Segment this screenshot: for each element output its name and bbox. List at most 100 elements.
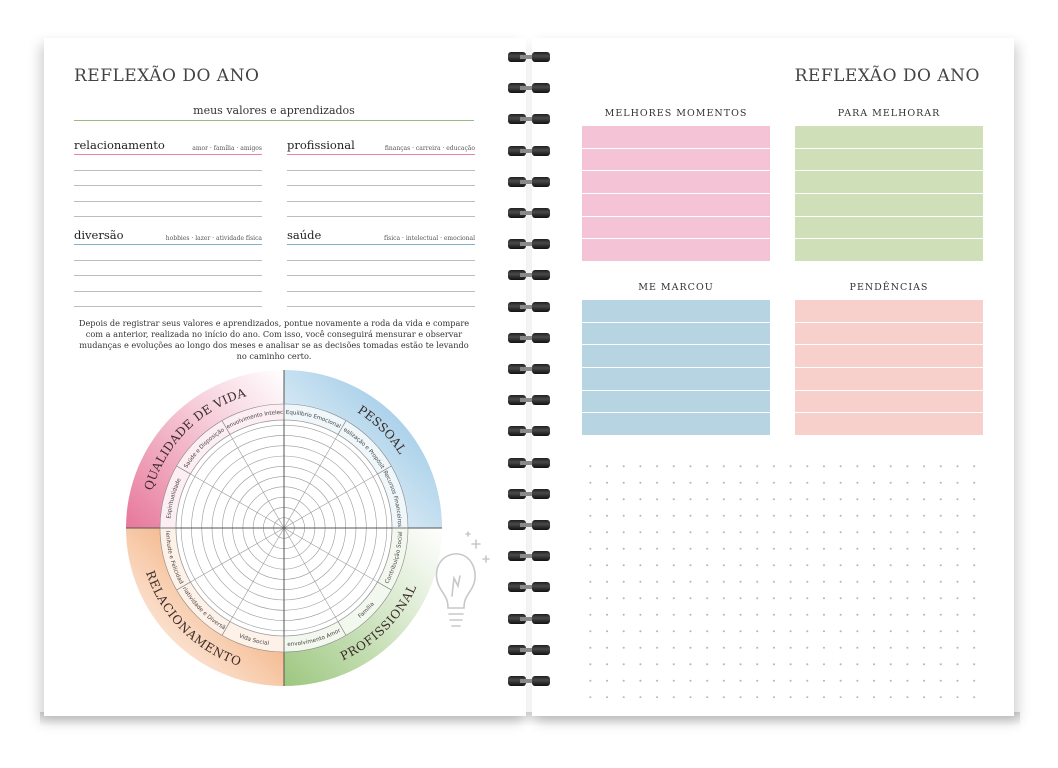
spiral-coil [506, 206, 552, 220]
spiral-coil [506, 612, 552, 626]
wheel-band-edge [159, 403, 409, 653]
block-row[interactable] [582, 239, 770, 262]
block-row[interactable] [795, 368, 983, 391]
block-row[interactable] [582, 300, 770, 323]
spiral-coil [506, 362, 552, 376]
wheel-quadrant-band [284, 528, 442, 686]
spiral-coil [506, 674, 552, 688]
wheel-band-divider [221, 420, 231, 435]
wheel-segment-band [160, 404, 284, 528]
wheel-quadrant-band [126, 528, 284, 686]
instructions-paragraph: Depois de registrar seus valores e apren… [78, 318, 470, 361]
block-label-melhores: MELHORES MOMENTOS [604, 108, 748, 119]
block-row[interactable] [795, 391, 983, 414]
category-diversao: diversão hobbies · lazer · atividade físi… [74, 228, 262, 307]
wheel-band-divider [337, 621, 347, 636]
block-row[interactable] [795, 217, 983, 240]
spiral-coil [506, 518, 552, 532]
block-row[interactable] [795, 345, 983, 368]
wheel-spoke [283, 527, 392, 591]
spiral-coil [506, 549, 552, 563]
wheel-band-divider [337, 420, 347, 435]
wheel-segment-band [284, 528, 408, 652]
valores-heading: meus valores e aprendizados [74, 104, 474, 121]
block-row[interactable] [582, 345, 770, 368]
spiral-coil [506, 112, 552, 126]
spiral-coil [506, 331, 552, 345]
block-row[interactable] [582, 194, 770, 217]
block-row[interactable] [582, 171, 770, 194]
block-label-melhorar: PARA MELHORAR [837, 108, 941, 119]
category-sub: amor · família · amigos [192, 145, 262, 152]
category-name: profissional [287, 138, 355, 152]
block-me-marcou[interactable] [582, 300, 770, 436]
category-saude: saúde física · intelectual · emocional [287, 228, 475, 307]
wheel-band-divider [377, 581, 392, 591]
block-row[interactable] [582, 391, 770, 414]
spiral-coil [506, 424, 552, 438]
wheel-band-divider [377, 465, 392, 475]
wheel-band-divider [221, 621, 231, 636]
category-name: diversão [74, 228, 124, 242]
wheel-band-divider [176, 581, 191, 591]
block-pendencias[interactable] [795, 300, 983, 436]
spiral-coil [506, 487, 552, 501]
wheel-spoke [283, 527, 347, 636]
wheel-spoke [221, 527, 285, 636]
wheel-quadrant-band [126, 370, 284, 528]
left-page: REFLEXÃO DO ANO meus valores e aprendiza… [44, 38, 526, 716]
block-row[interactable] [795, 171, 983, 194]
spiral-coil [506, 393, 552, 407]
category-profissional: profissional finanças · carreira · educaç… [287, 138, 475, 217]
wheel-spoke [176, 527, 285, 591]
wheel-spoke [283, 465, 392, 529]
category-sub: hobbies · lazer · atividade física [165, 235, 262, 242]
block-row[interactable] [795, 413, 983, 436]
spiral-coil [506, 50, 552, 64]
block-row[interactable] [582, 149, 770, 172]
wheel-of-life: QUALIDADE DE VIDAPESSOALPROFISSIONALRELA… [124, 368, 442, 686]
block-row[interactable] [795, 149, 983, 172]
wheel-band-divider [176, 465, 191, 475]
spiral-coil [506, 643, 552, 657]
block-row[interactable] [582, 413, 770, 436]
spiral-coil [506, 268, 552, 282]
block-row[interactable] [582, 323, 770, 346]
block-row[interactable] [582, 217, 770, 240]
wheel-spoke [283, 420, 347, 529]
category-sub: física · intelectual · emocional [384, 235, 475, 242]
block-row[interactable] [795, 323, 983, 346]
wheel-segment-band [160, 528, 284, 652]
block-row[interactable] [582, 126, 770, 149]
category-name: relacionamento [74, 138, 165, 152]
spiral-coil [506, 81, 552, 95]
wheel-spoke [221, 420, 285, 529]
spiral-coil [506, 580, 552, 594]
block-label-pendencias: PENDÊNCIAS [849, 282, 929, 293]
wheel-spoke [176, 465, 285, 529]
block-para-melhorar[interactable] [795, 126, 983, 262]
spiral-coil [506, 300, 552, 314]
category-relacionamento: relacionamento amor · família · amigos [74, 138, 262, 217]
category-sub: finanças · carreira · educação [384, 145, 475, 152]
block-row[interactable] [795, 300, 983, 323]
spiral-coil [506, 175, 552, 189]
block-melhores-momentos[interactable] [582, 126, 770, 262]
spiral-binding [506, 50, 552, 700]
spiral-coil [506, 237, 552, 251]
category-name: saúde [287, 228, 322, 242]
block-row[interactable] [795, 126, 983, 149]
block-label-marcou: ME MARCOU [638, 282, 714, 293]
block-row[interactable] [795, 239, 983, 262]
right-page: REFLEXÃO DO ANO MELHORES MOMENTOS PARA M… [532, 38, 1014, 716]
block-row[interactable] [582, 368, 770, 391]
spiral-coil [506, 144, 552, 158]
left-page-title: REFLEXÃO DO ANO [74, 66, 260, 86]
block-row[interactable] [795, 194, 983, 217]
right-page-title: REFLEXÃO DO ANO [794, 66, 980, 86]
dot-grid[interactable] [582, 458, 982, 698]
wheel-quadrant-band [284, 370, 442, 528]
wheel-segment-band [284, 404, 408, 528]
spiral-coil [506, 456, 552, 470]
lightbulb-icon [435, 531, 490, 627]
